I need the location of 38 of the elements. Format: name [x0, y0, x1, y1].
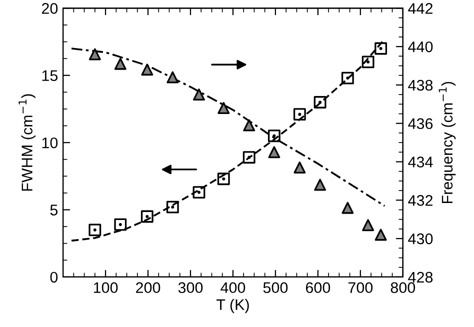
- y2-tick-label: 436: [408, 118, 433, 130]
- y-axis-title: FWHM (cm$^{−1}$): [18, 94, 36, 191]
- x-tick-label: 400: [220, 282, 246, 294]
- y2-tick-label: 438: [408, 80, 433, 91]
- x-axis-title: T (K): [216, 298, 249, 314]
- x-tick-label: 800: [390, 282, 416, 294]
- y2-tick-label: 430: [408, 233, 433, 244]
- y2-axis-title: Frequency (cm$^{−1}$): [438, 82, 456, 204]
- point: [114, 58, 126, 70]
- y-tick-label: 0: [50, 272, 58, 283]
- point: [342, 202, 354, 214]
- point: [362, 219, 374, 232]
- y-tick-label: 5: [50, 204, 58, 216]
- y-tick-label: 10: [42, 137, 58, 148]
- point: [374, 228, 387, 241]
- x-tick-label: 300: [178, 282, 203, 294]
- y2-tick-label: 428: [408, 272, 433, 283]
- y2-tick-label: 432: [408, 195, 432, 206]
- point: [268, 146, 280, 158]
- y2-tick-label: 442: [408, 3, 432, 14]
- x-tick-label: 500: [263, 282, 288, 294]
- x-tick-label: 700: [348, 282, 373, 294]
- point: [193, 88, 205, 101]
- point: [166, 71, 179, 84]
- y-tick-label: 15: [42, 70, 58, 82]
- y2-tick-label: 434: [408, 156, 433, 168]
- point: [294, 162, 306, 174]
- point: [218, 102, 230, 114]
- point: [314, 178, 326, 191]
- line-series: [70, 38, 386, 242]
- y2-tick-label: 440: [408, 41, 433, 52]
- point: [141, 64, 154, 76]
- x-tick-label: 100: [94, 282, 118, 294]
- point: [243, 119, 256, 132]
- y-tick-label: 20: [42, 3, 58, 14]
- point: [88, 48, 101, 60]
- x-tick-label: 200: [136, 282, 160, 294]
- x-tick-label: 600: [306, 282, 330, 294]
